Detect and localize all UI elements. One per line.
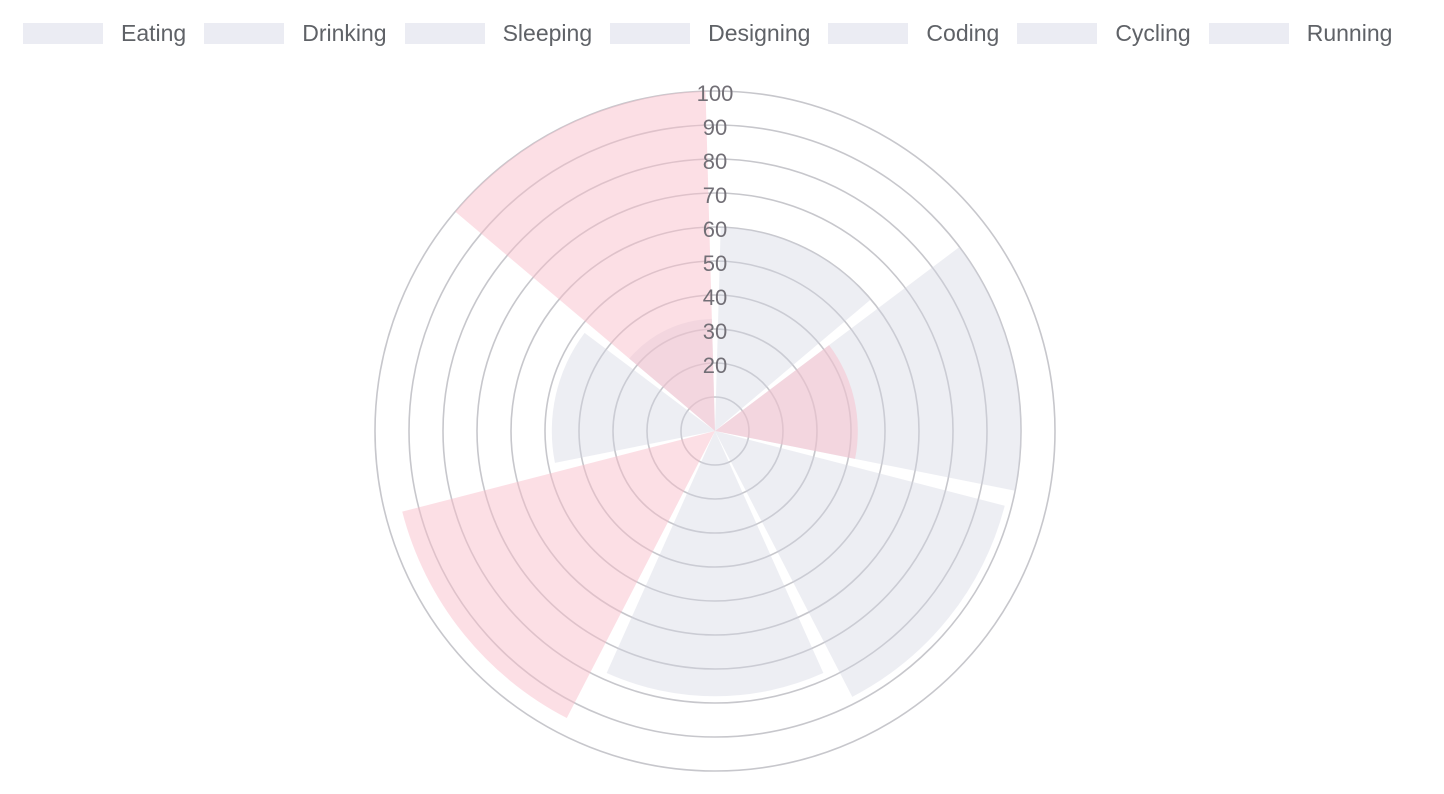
svg-text:80: 80 bbox=[703, 149, 727, 174]
svg-text:60: 60 bbox=[703, 217, 727, 242]
svg-text:30: 30 bbox=[703, 319, 727, 344]
svg-text:90: 90 bbox=[703, 115, 727, 140]
svg-text:50: 50 bbox=[703, 251, 727, 276]
svg-text:100: 100 bbox=[697, 81, 734, 106]
svg-text:20: 20 bbox=[703, 353, 727, 378]
svg-text:70: 70 bbox=[703, 183, 727, 208]
svg-text:40: 40 bbox=[703, 285, 727, 310]
